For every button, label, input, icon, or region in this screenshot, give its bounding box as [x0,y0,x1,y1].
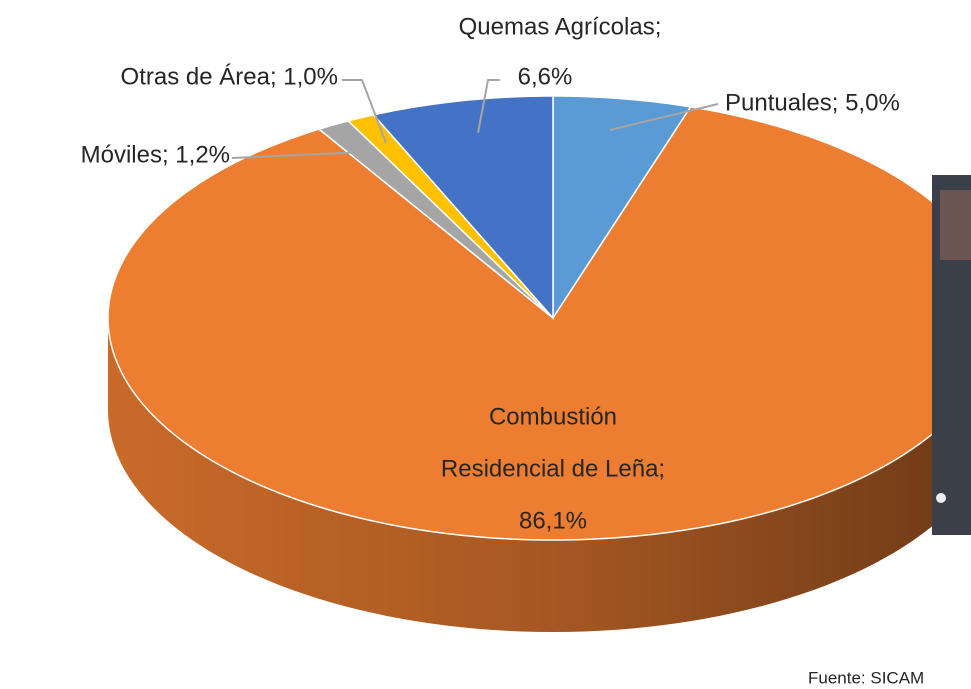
slice-side-shade [108,318,971,632]
data-label: Móviles; 1,2% [81,141,230,168]
photo-detail [940,190,971,260]
slice [552,95,692,321]
leader-line [609,103,719,131]
leader-line [477,79,500,134]
leader-line [231,151,366,159]
leader-line [342,79,387,144]
data-label: Quemas Agrícolas; [459,13,662,40]
data-label: Residencial de Leña; [441,455,665,482]
data-label: 6,6% [518,63,573,90]
source: Fuente: SICAM [808,668,924,687]
data-label: Combustión [489,403,617,430]
data-label: 86,1% [519,507,587,534]
slice [372,95,554,320]
data-label: Puntuales; 5,0% [725,89,900,116]
data-label: Otras de Área; 1,0% [121,63,338,90]
pie [107,95,971,632]
photo-detail [936,493,946,503]
